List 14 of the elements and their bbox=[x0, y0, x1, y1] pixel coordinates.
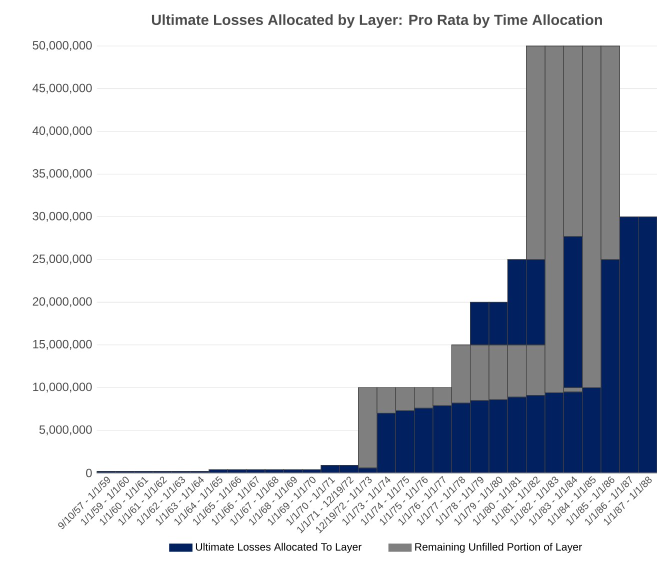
chart-title: Ultimate Losses Allocated by Layer: Pro Rata by Time Allocation bbox=[152, 14, 602, 28]
y-tick-label: 30,000,000 bbox=[32, 212, 92, 222]
legend-label: Ultimate Losses Allocated To Layer bbox=[196, 542, 362, 553]
y-tick-label: 45,000,000 bbox=[32, 84, 92, 94]
y-tick-label: 5,000,000 bbox=[39, 425, 92, 436]
y-tick-label: 20,000,000 bbox=[32, 297, 92, 308]
y-tick-label: 15,000,000 bbox=[33, 340, 92, 350]
y-tick-label: 50,000,000 bbox=[32, 41, 92, 51]
y-tick-label: 10,000,000 bbox=[33, 382, 92, 393]
legend-label: Remaining Unfilled Portion of Layer bbox=[415, 542, 582, 553]
y-tick-label: 25,000,000 bbox=[32, 254, 92, 264]
y-tick-label: 0 bbox=[86, 468, 92, 478]
y-tick-label: 35,000,000 bbox=[32, 169, 92, 180]
y-tick-label: 40,000,000 bbox=[32, 126, 92, 136]
